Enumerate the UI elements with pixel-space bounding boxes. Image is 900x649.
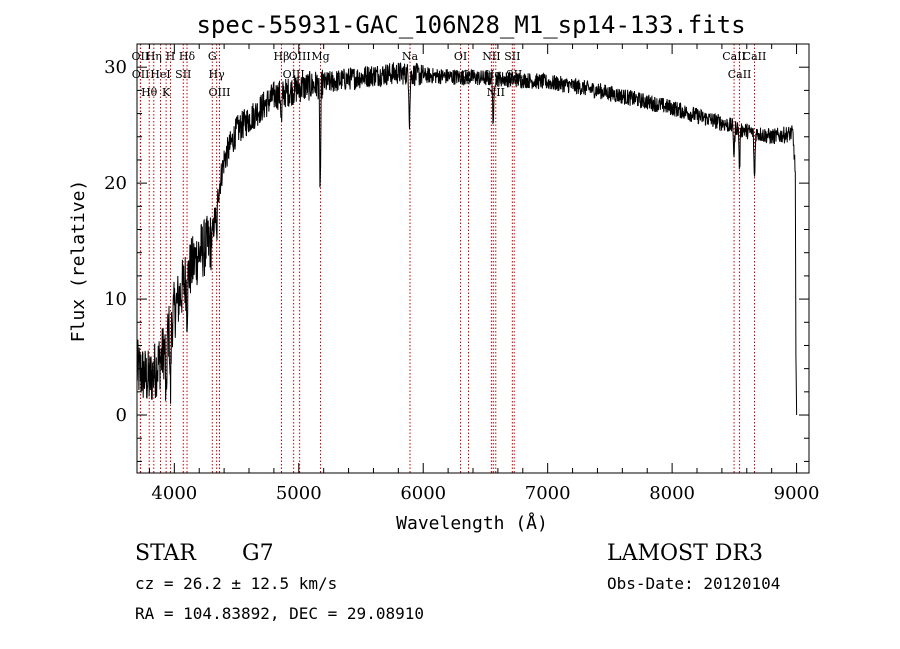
- survey-name: LAMOST DR3: [607, 541, 763, 566]
- x-tick-label: 6000: [400, 483, 446, 504]
- spectral-line-label: CaII: [722, 50, 746, 63]
- spectral-line-label: OIII: [289, 50, 311, 63]
- object-class: STAR: [135, 541, 197, 566]
- y-tick-label: 20: [104, 173, 127, 194]
- spectrum-line: [136, 62, 798, 415]
- spectral-line-label: Hβ: [274, 50, 290, 63]
- spectral-line-label: CaII: [728, 68, 752, 81]
- spectral-line-label: OIII: [283, 68, 305, 81]
- spectral-line-label: Hδ: [179, 50, 196, 63]
- spectral-line-label: NII: [482, 50, 500, 63]
- x-tick-label: 5000: [276, 483, 322, 504]
- object-subclass: G7: [242, 541, 274, 566]
- spectral-line-label: H: [166, 50, 176, 63]
- spectral-line-label: Hη: [146, 50, 162, 63]
- spectral-line-label: SII: [504, 50, 520, 63]
- spectral-line-label: Na: [402, 50, 419, 63]
- spectral-line-label: CaII: [743, 50, 767, 63]
- x-axis-label: Wavelength (Å): [396, 512, 548, 534]
- y-tick-label: 10: [104, 289, 127, 310]
- spectral-line-label: NII: [487, 86, 505, 99]
- y-tick-label: 0: [116, 405, 127, 426]
- spectral-line-label: K: [162, 86, 171, 99]
- spectral-line-label: G: [208, 50, 217, 63]
- x-tick-label: 9000: [774, 483, 820, 504]
- spectral-line-label: Mg: [311, 50, 329, 63]
- redshift-value: cz = 26.2 ± 12.5 km/s: [135, 574, 337, 593]
- spectral-line-label: SII: [175, 68, 191, 81]
- spectral-line-label: OII: [132, 50, 150, 63]
- spectral-line-markers: [139, 44, 755, 473]
- axis-tick-labels: 4000 5000 6000 7000 8000 9000 0 10 20 30: [104, 57, 819, 504]
- spectral-line-label: OI: [454, 50, 467, 63]
- y-axis-label: Flux (relative): [68, 180, 89, 343]
- y-tick-label: 30: [104, 57, 127, 78]
- spectral-line-label: Hθ: [141, 86, 158, 99]
- axis-ticks: [137, 43, 809, 473]
- chart-title: spec-55931-GAC_106N28_M1_sp14-133.fits: [196, 11, 745, 39]
- observation-date: Obs-Date: 20120104: [607, 574, 780, 593]
- x-tick-label: 4000: [151, 483, 197, 504]
- spectral-line-label: OII: [132, 68, 150, 81]
- spectral-line-label: OIII: [208, 86, 230, 99]
- x-tick-label: 7000: [525, 483, 571, 504]
- spectral-line-label: HeI: [150, 68, 170, 81]
- coordinates: RA = 104.83892, DEC = 29.08910: [135, 604, 424, 623]
- x-tick-label: 8000: [649, 483, 695, 504]
- spectral-line-label: Hγ: [209, 68, 226, 81]
